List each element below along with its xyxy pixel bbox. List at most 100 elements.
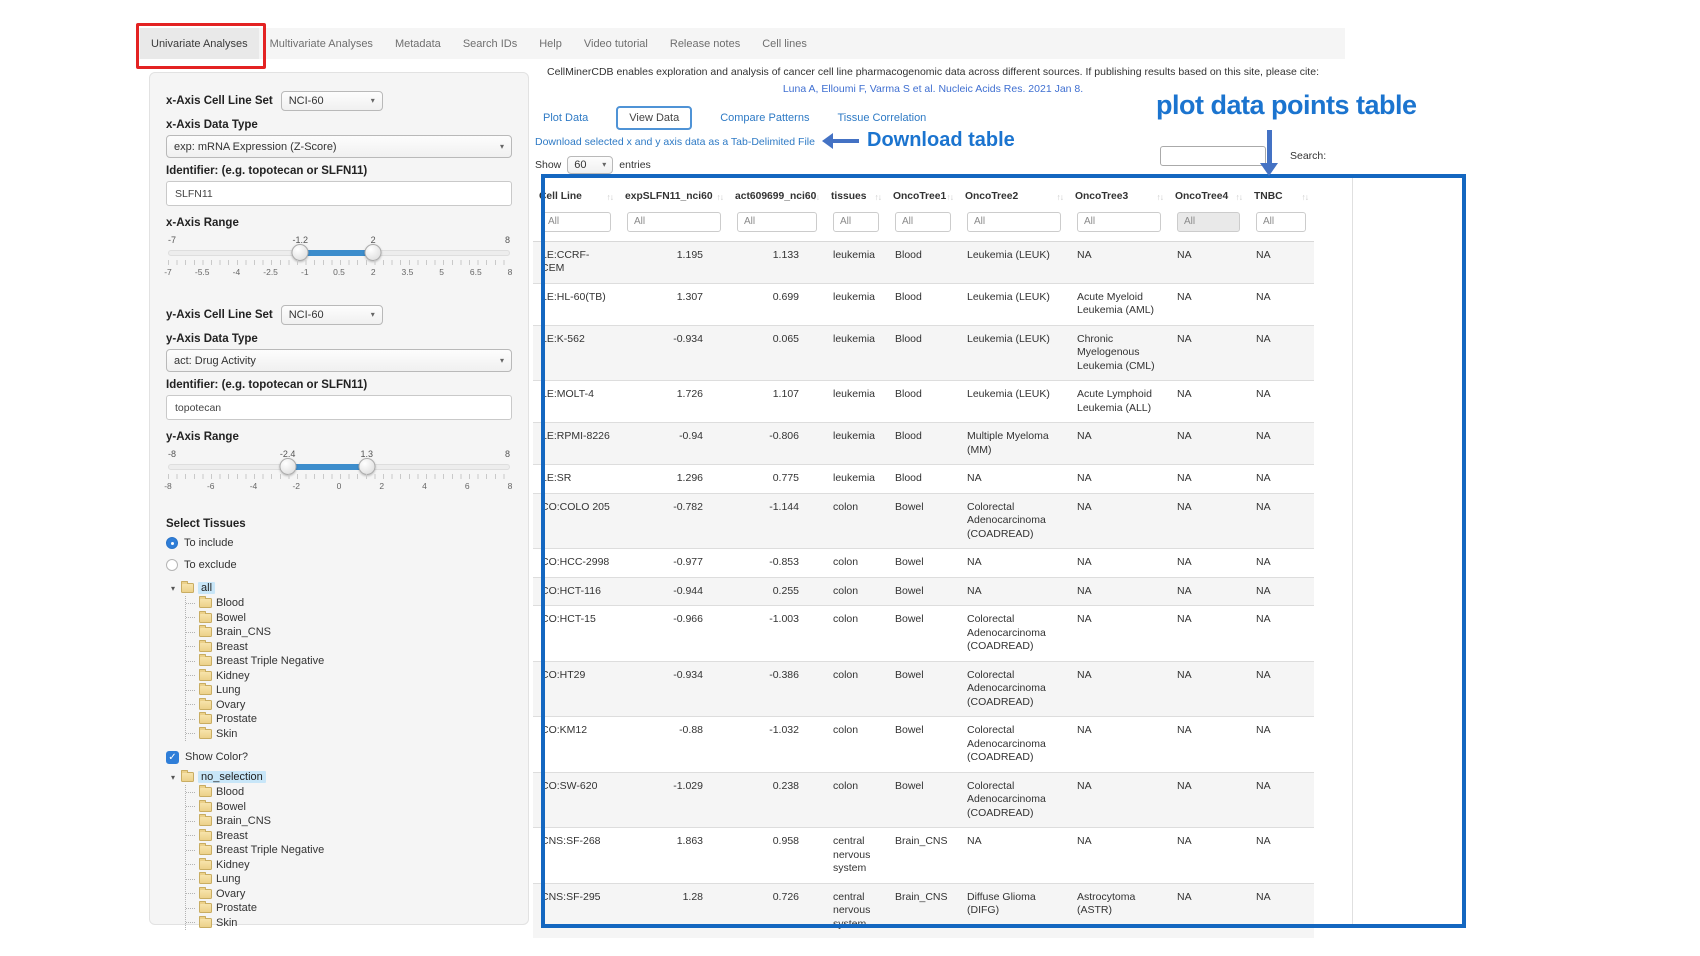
tree-item-breast[interactable]: Breast: [186, 639, 512, 655]
filter-input-tnbc[interactable]: [1256, 211, 1306, 232]
table-row[interactable]: CO:COLO 205 -0.782 -1.144 colon Bowel Colorec…: [533, 493, 1314, 549]
column-header-expslfn11-nci60[interactable]: ↑↓ expSLFN11_nci60: [619, 183, 729, 210]
x-cell-line-set-select[interactable]: NCI-60 ▾: [280, 90, 383, 111]
folder-icon: [199, 785, 212, 798]
nav-item-univariate-analyses[interactable]: Univariate Analyses: [140, 28, 259, 59]
tab-view-data[interactable]: View Data: [616, 105, 693, 130]
table-row[interactable]: CO:HCT-15 -0.966 -1.003 colon Bowel Colorecta…: [533, 605, 1314, 662]
y-identifier-input[interactable]: [166, 395, 512, 420]
x-data-type-select[interactable]: exp: mRNA Expression (Z-Score) ▾: [166, 135, 512, 158]
column-header-tnbc[interactable]: ↑↓ TNBC: [1248, 183, 1314, 210]
filter-input-oncotree2[interactable]: [967, 211, 1061, 232]
table-row[interactable]: LE:MOLT-4 1.726 1.107 leukemia Blood Leukemia…: [533, 380, 1314, 423]
nav-item-search-ids[interactable]: Search IDs: [462, 37, 518, 50]
filter-input-tissues[interactable]: [833, 211, 879, 232]
table-row[interactable]: CO:HCT-116 -0.944 0.255 colon Bowel NA NA NA NA: [533, 577, 1314, 606]
filter-input-oncotree4[interactable]: [1177, 211, 1240, 232]
column-header-act609699-nci60[interactable]: ↑↓ act609699_nci60: [729, 183, 825, 210]
nav-item-release-notes[interactable]: Release notes: [669, 37, 741, 50]
filter-input-cell-line[interactable]: [541, 211, 611, 232]
table-head: ↑↓ Cell Line ↑↓ expSLFN11_nci60 ↑↓ act609699_…: [533, 183, 1314, 242]
filter-input-expslfn11-nci60[interactable]: [627, 211, 721, 232]
nav-item-cell-lines[interactable]: Cell lines: [762, 37, 807, 50]
filter-cell-act609699-nci60: [729, 209, 825, 242]
download-link[interactable]: Download selected x and y axis data as a…: [535, 135, 815, 148]
x-identifier-input[interactable]: [166, 181, 512, 206]
nav-item-multivariate-analyses[interactable]: Multivariate Analyses: [269, 37, 373, 50]
nav-item-help[interactable]: Help: [539, 37, 562, 50]
cell-oncotree1: Bowel: [895, 556, 924, 569]
folder-icon: [199, 828, 212, 841]
radio-to-include[interactable]: To include: [166, 534, 512, 552]
tab-compare-patterns[interactable]: Compare Patterns: [720, 111, 810, 124]
y-cell-line-set-select[interactable]: NCI-60 ▾: [280, 304, 383, 325]
tree-item-kidney[interactable]: Kidney: [186, 857, 512, 873]
tree-root-all[interactable]: ▾ all: [171, 580, 512, 596]
tree-item-bowel[interactable]: Bowel: [186, 610, 512, 626]
slider-handle-high[interactable]: [364, 244, 382, 261]
citation-link[interactable]: Luna A, Elloumi F, Varma S et al. Nuclei…: [782, 82, 1084, 95]
table-row[interactable]: CO:HCC-2998 -0.977 -0.853 colon Bowel NA NA NA N…: [533, 548, 1314, 578]
column-header-oncotree1[interactable]: ↑↓ OncoTree1: [887, 183, 959, 210]
table-row[interactable]: LE:K-562 -0.934 0.065 leukemia Blood Leukemia…: [533, 325, 1314, 381]
table-row[interactable]: CNS:SF-295 1.28 0.726 central nervous syste…: [533, 883, 1314, 939]
tree-item-ovary[interactable]: Ovary: [186, 886, 512, 902]
column-header-cell-line[interactable]: ↑↓ Cell Line: [533, 183, 619, 210]
tab-tissue-correlation[interactable]: Tissue Correlation: [837, 111, 927, 124]
slider-handle-high[interactable]: [358, 458, 376, 475]
table-row[interactable]: CNS:SF-268 1.863 0.958 central nervous syst…: [533, 827, 1314, 884]
tree-item-ovary[interactable]: Ovary: [186, 697, 512, 713]
slider-handle-low[interactable]: [279, 458, 297, 475]
tree-root-no-selection[interactable]: ▾ no_selection: [171, 769, 512, 785]
tree-item-breast[interactable]: Breast: [186, 828, 512, 844]
tree-item-label: Prostate: [216, 902, 257, 915]
radio-to-exclude[interactable]: To exclude: [166, 556, 512, 574]
show-color-checkbox[interactable]: ✓: [166, 750, 179, 764]
tree-item-skin[interactable]: Skin: [186, 915, 512, 931]
cell-oncotree3: NA: [1077, 430, 1092, 443]
tree-item-brain-cns[interactable]: Brain_CNS: [186, 814, 512, 829]
tree-item-prostate[interactable]: Prostate: [186, 901, 512, 916]
table-row[interactable]: LE:RPMI-8226 -0.94 -0.806 leukemia Blood Mult…: [533, 422, 1314, 465]
tree-item-lung[interactable]: Lung: [186, 872, 512, 887]
tree-item-breast-triple-negative[interactable]: Breast Triple Negative: [186, 843, 512, 858]
slider-tick-labels: -7 -5.5 -4 -2.5 -1 0.5 2 3.5 5 6.5 8: [164, 267, 512, 278]
search-input[interactable]: [1160, 146, 1266, 166]
filter-input-oncotree1[interactable]: [895, 211, 951, 232]
table-row[interactable]: CO:HT29 -0.934 -0.386 colon Bowel Colorectal …: [533, 661, 1314, 717]
y-data-type-select[interactable]: act: Drug Activity ▾: [166, 349, 512, 372]
tree-item-skin[interactable]: Skin: [186, 726, 512, 742]
tree-item-blood[interactable]: Blood: [186, 596, 512, 611]
cell-cell-line: CO:HCT-15: [541, 613, 596, 626]
y-range-slider[interactable]: -8 8 -2.4 1.3 -8 -6 -4 -2 0 2 4 6 8: [164, 449, 512, 497]
column-header-oncotree4[interactable]: ↑↓ OncoTree4: [1169, 183, 1248, 210]
tree-children: Blood Bowel Brain_CNS Breast Breast Triple N…: [185, 596, 512, 741]
cell-oncotree3: Acute Lymphoid Leukemia (ALL): [1077, 388, 1152, 414]
nav-item-video-tutorial[interactable]: Video tutorial: [583, 37, 648, 50]
tree-item-blood[interactable]: Blood: [186, 785, 512, 800]
table-row[interactable]: LE:HL-60(TB) 1.307 0.699 leukemia Blood Leuke…: [533, 283, 1314, 325]
table-row[interactable]: CO:KM12 -0.88 -1.032 colon Bowel Colorectal A…: [533, 716, 1314, 773]
nav-item-metadata[interactable]: Metadata: [394, 37, 441, 50]
table-row[interactable]: CO:SW-620 -1.029 0.238 colon Bowel Colorectal…: [533, 772, 1314, 828]
slider-tick-label: -2: [292, 481, 301, 491]
table-row[interactable]: LE:SR 1.296 0.775 leukemia Blood NA NA NA NA: [533, 464, 1314, 494]
tree-item-breast-triple-negative[interactable]: Breast Triple Negative: [186, 654, 512, 669]
column-header-oncotree2[interactable]: ↑↓ OncoTree2: [959, 183, 1069, 210]
tab-plot-data[interactable]: Plot Data: [543, 111, 589, 124]
show-entries-row: Show 60 ▾ entries: [535, 155, 1333, 174]
filter-input-act609699-nci60[interactable]: [737, 211, 817, 232]
column-header-tissues[interactable]: ↑↓ tissues: [825, 183, 887, 210]
tree-item-brain-cns[interactable]: Brain_CNS: [186, 625, 512, 640]
filter-input-oncotree3[interactable]: [1077, 211, 1161, 232]
tree-item-bowel[interactable]: Bowel: [186, 799, 512, 815]
table-row[interactable]: LE:CCRF-CEM 1.195 1.133 leukemia Blood Leukem…: [533, 241, 1314, 284]
tree-item-prostate[interactable]: Prostate: [186, 712, 512, 727]
entries-select[interactable]: 60 ▾: [567, 155, 614, 174]
tree-item-kidney[interactable]: Kidney: [186, 668, 512, 684]
column-header-oncotree3[interactable]: ↑↓ OncoTree3: [1069, 183, 1169, 210]
tree-item-label: Ovary: [216, 887, 246, 900]
x-range-slider[interactable]: -7 8 -1.2 2 -7 -5.5 -4 -2.5 -1 0.5 2 3.5 5 6.5 8: [164, 235, 512, 283]
tree-item-lung[interactable]: Lung: [186, 683, 512, 698]
slider-handle-low[interactable]: [291, 244, 309, 261]
